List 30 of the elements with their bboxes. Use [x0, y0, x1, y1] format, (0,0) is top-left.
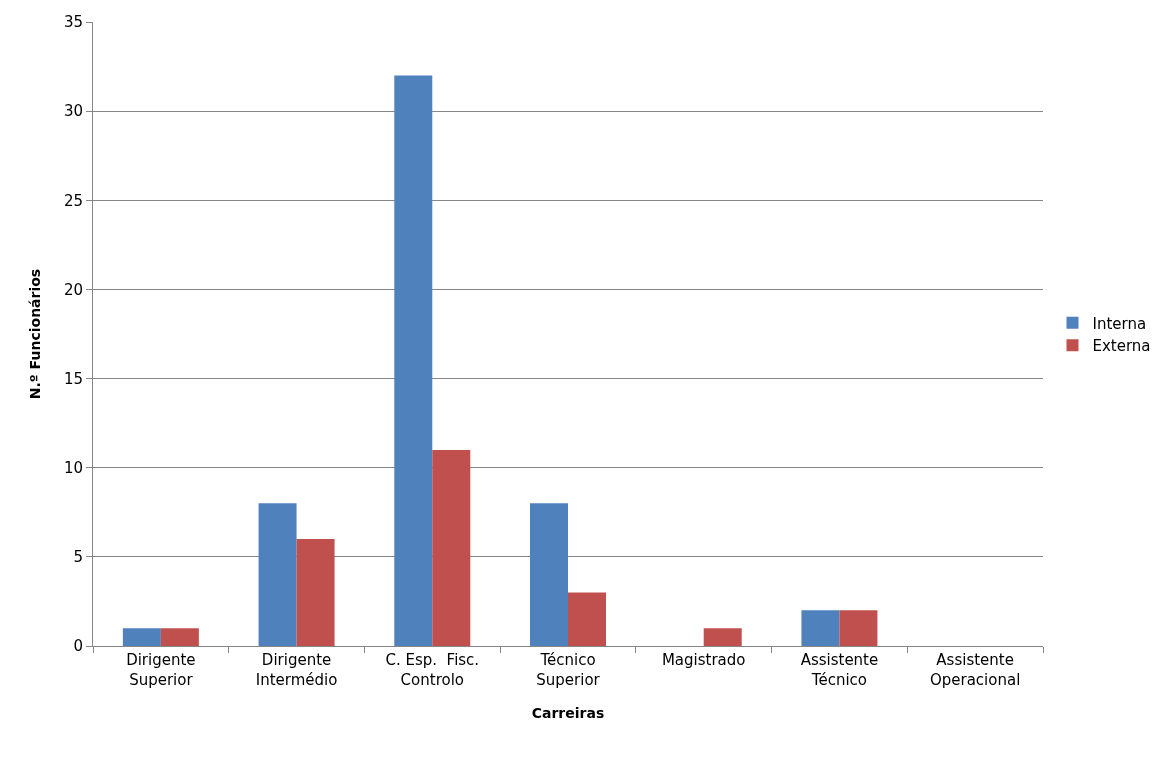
bar	[394, 75, 433, 646]
y-tick-label: 30	[63, 102, 83, 121]
y-tick-label: 15	[63, 369, 83, 388]
x-tick-label: Magistrado	[661, 651, 746, 669]
y-axis-title: N.º Funcionários	[26, 268, 43, 400]
x-tick-label: Técnico Superior	[536, 651, 601, 689]
x-tick-label: C. Esp. Fisc. Controlo	[385, 651, 480, 689]
x-tick-label: Assistente Operacional	[929, 651, 1021, 689]
x-tick-label: Assistente Técnico	[800, 651, 879, 689]
x-tick-label: Dirigente Intermédio	[255, 651, 338, 689]
y-tick-label: 25	[63, 191, 83, 210]
x-tick-label: Dirigente Superior	[126, 651, 196, 689]
y-tick-label: 10	[63, 458, 83, 477]
bar	[296, 539, 335, 646]
legend-label: Interna	[1092, 314, 1147, 333]
y-tick-label: 0	[73, 637, 83, 656]
bar	[568, 592, 606, 646]
y-tick-label: 20	[63, 280, 83, 299]
bar	[122, 628, 161, 646]
bar	[432, 449, 471, 646]
bar	[530, 503, 568, 646]
legend-label: Externa	[1092, 337, 1151, 356]
bar	[839, 610, 878, 646]
y-tick-label: 5	[73, 548, 83, 567]
bar	[801, 610, 840, 646]
y-tick-label: 35	[63, 13, 83, 32]
bar	[160, 628, 199, 646]
bar	[703, 628, 742, 646]
x-axis-title: Carreiras	[531, 704, 605, 721]
bar	[258, 503, 297, 646]
